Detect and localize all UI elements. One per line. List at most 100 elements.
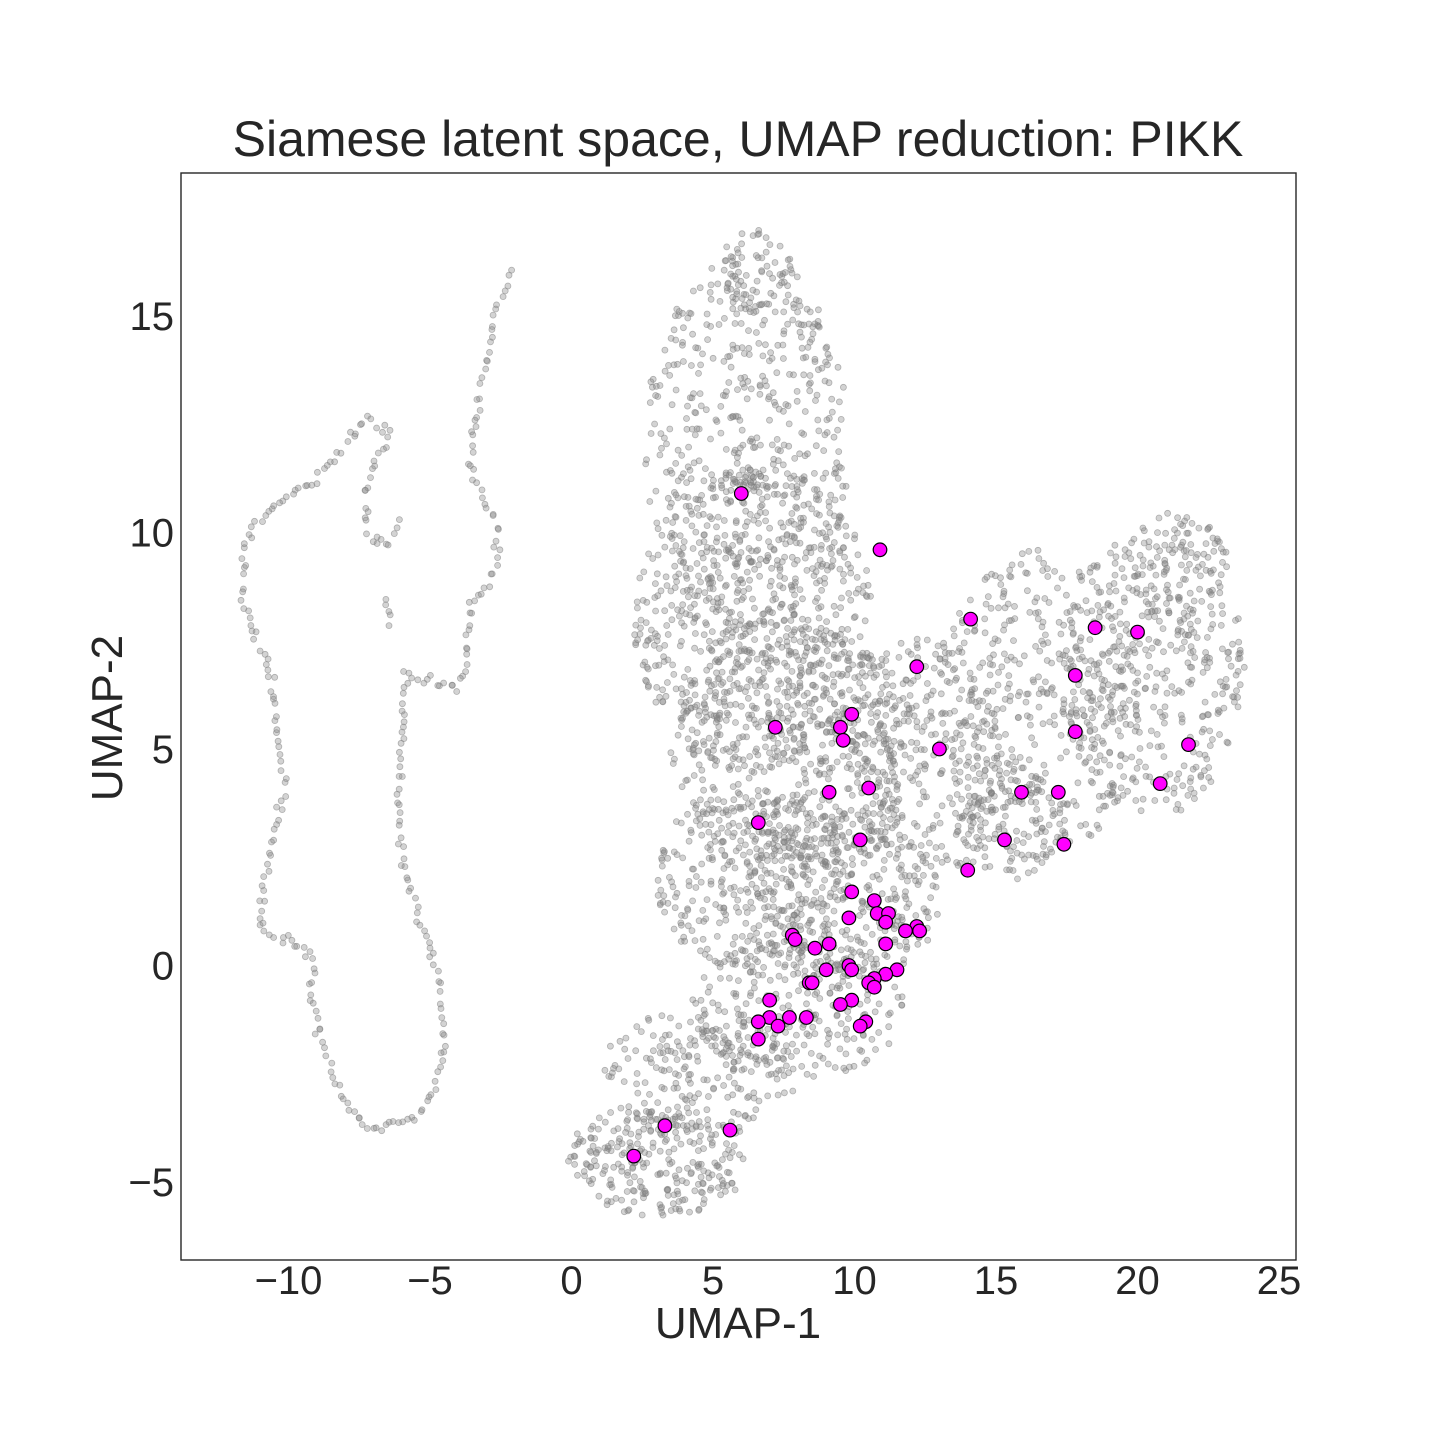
background-point <box>994 681 1002 689</box>
background-point <box>814 416 822 424</box>
background-point <box>828 408 836 416</box>
background-point <box>953 859 960 866</box>
background-point <box>932 855 940 862</box>
background-point <box>1107 602 1115 610</box>
background-point <box>780 441 788 449</box>
highlight-point <box>762 992 777 1008</box>
background-point <box>981 615 989 623</box>
background-point <box>605 1073 613 1080</box>
background-point <box>810 696 818 703</box>
background-point <box>695 1206 703 1214</box>
background-point <box>727 414 735 422</box>
background-point <box>900 710 908 718</box>
background-point <box>610 1163 618 1171</box>
background-point <box>258 882 266 890</box>
background-point <box>648 1108 656 1115</box>
background-point <box>723 287 731 295</box>
background-point <box>805 380 813 388</box>
background-point <box>770 590 778 598</box>
x-tick-label: −10 <box>255 1259 323 1303</box>
background-point <box>798 669 805 677</box>
background-point <box>913 718 921 725</box>
background-point <box>732 626 740 634</box>
background-point <box>1174 514 1181 522</box>
background-point <box>803 567 811 574</box>
background-point <box>821 813 829 821</box>
background-point <box>1181 638 1188 646</box>
background-point <box>845 666 853 673</box>
background-point <box>882 712 890 719</box>
background-point <box>1044 639 1052 646</box>
background-point <box>1142 598 1150 605</box>
background-point <box>807 809 814 817</box>
background-point <box>668 529 676 537</box>
background-point <box>760 964 767 971</box>
background-point <box>764 552 772 559</box>
background-point <box>671 584 679 591</box>
background-point <box>1042 828 1049 835</box>
background-point <box>573 1130 581 1138</box>
background-point <box>775 972 783 980</box>
background-point <box>749 558 756 565</box>
highlight-point <box>1067 668 1083 683</box>
background-point <box>757 555 764 563</box>
background-point <box>414 903 422 911</box>
background-point <box>849 727 857 734</box>
background-point <box>789 791 797 799</box>
background-point <box>1017 561 1025 568</box>
background-point <box>851 674 859 681</box>
background-point <box>1042 769 1049 777</box>
background-point <box>694 592 701 600</box>
background-point <box>1236 646 1244 654</box>
background-point <box>395 821 403 829</box>
background-point <box>951 775 959 783</box>
background-point <box>1153 731 1161 738</box>
background-point <box>1119 666 1127 674</box>
background-point <box>738 946 745 954</box>
background-point <box>625 1108 632 1116</box>
background-point <box>924 936 932 944</box>
background-point <box>693 560 701 567</box>
background-point <box>256 915 264 922</box>
background-point <box>1027 798 1035 806</box>
background-point <box>469 431 477 439</box>
background-point <box>683 415 690 422</box>
background-point <box>674 494 682 502</box>
background-point <box>717 975 724 982</box>
background-point <box>686 466 694 474</box>
background-point <box>732 517 740 525</box>
background-point <box>951 735 959 742</box>
background-point <box>782 805 789 812</box>
background-point <box>816 630 823 637</box>
background-point <box>930 664 938 672</box>
background-point <box>871 737 878 745</box>
background-point <box>754 787 762 794</box>
background-point <box>858 1047 866 1055</box>
background-point <box>718 484 726 492</box>
background-point <box>752 884 760 892</box>
background-point <box>1094 602 1102 609</box>
background-point <box>795 781 802 789</box>
background-point <box>902 938 910 946</box>
background-point <box>1114 797 1121 805</box>
background-point <box>658 444 665 452</box>
background-point <box>762 655 770 663</box>
background-point <box>282 493 290 501</box>
background-point <box>1217 622 1225 629</box>
background-point <box>877 827 885 835</box>
background-point <box>942 852 950 860</box>
background-point <box>774 1091 782 1099</box>
background-point <box>760 810 767 818</box>
background-point <box>704 748 712 755</box>
background-point <box>319 1038 327 1046</box>
background-point <box>1227 662 1235 670</box>
background-point <box>843 764 851 771</box>
background-point <box>1176 581 1183 589</box>
background-point <box>793 652 801 660</box>
background-point <box>672 573 679 581</box>
background-point <box>823 689 830 697</box>
background-point <box>761 377 769 385</box>
background-point <box>864 997 871 1004</box>
background-point <box>960 836 968 843</box>
background-point <box>717 402 725 410</box>
